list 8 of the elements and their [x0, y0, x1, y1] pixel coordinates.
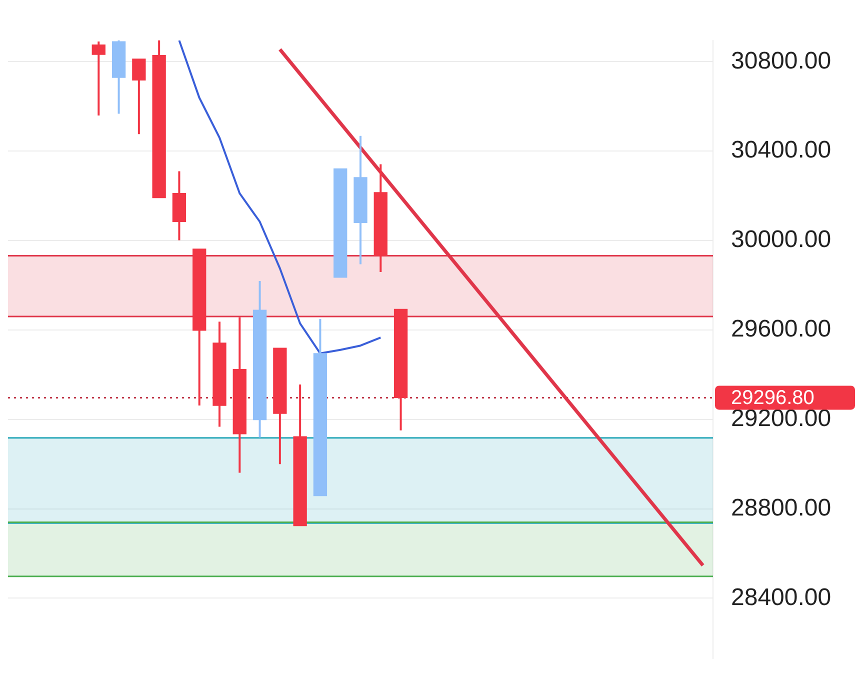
y-tick-label: 28400.00	[731, 584, 832, 611]
y-tick-label: 28800.00	[731, 494, 832, 522]
y-tick-label: 29600.00	[731, 316, 832, 343]
y-tick-label: 30400.00	[731, 136, 832, 164]
y-tick-label: 30800.00	[731, 47, 832, 74]
candlestick	[132, 58, 146, 136]
candlestick	[92, 40, 106, 117]
y-tick-label: 30000.00	[731, 226, 832, 254]
